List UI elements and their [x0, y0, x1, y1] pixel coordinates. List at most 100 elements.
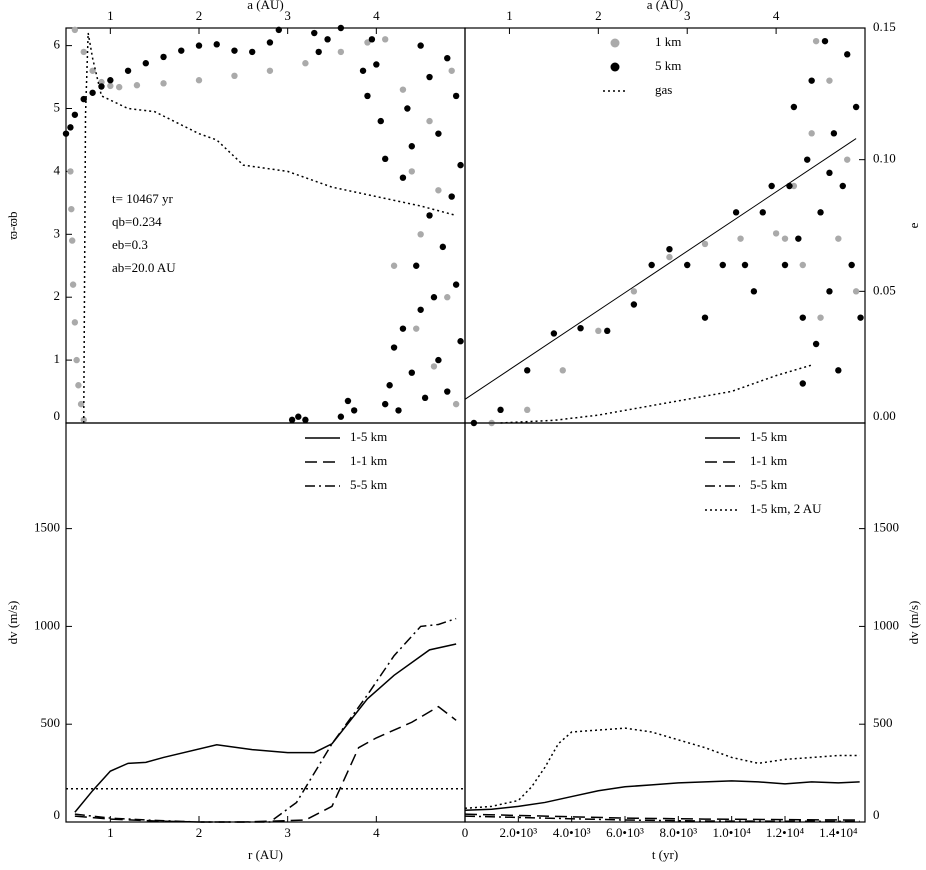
- x-tick-label: 2: [196, 8, 203, 23]
- point: [452, 281, 460, 288]
- point: [337, 24, 345, 32]
- x-tick-label: 1.4•10⁴: [819, 825, 858, 840]
- legend-label: 5 km: [655, 58, 681, 73]
- x-tick-label: 2.0•10³: [499, 825, 537, 840]
- point: [830, 130, 838, 137]
- series-line: [464, 780, 860, 812]
- y-tick-label: 0.00: [873, 408, 896, 423]
- point: [772, 230, 780, 237]
- point: [844, 156, 851, 163]
- point: [666, 246, 673, 253]
- point: [444, 294, 451, 301]
- point: [524, 367, 531, 374]
- plot-frame: [65, 422, 466, 823]
- point: [732, 209, 740, 216]
- point: [315, 48, 322, 56]
- point: [430, 363, 438, 370]
- x-tick-label: 4.0•10³: [553, 825, 591, 840]
- point: [435, 356, 442, 364]
- point: [426, 212, 433, 219]
- point: [413, 325, 420, 332]
- legend-label: 1 km: [655, 34, 681, 49]
- legend-label: 1-5 km: [750, 429, 787, 444]
- point: [75, 382, 82, 389]
- point: [382, 155, 389, 163]
- series-line: [464, 813, 860, 821]
- point: [737, 235, 744, 242]
- point: [630, 301, 638, 308]
- point: [395, 407, 402, 414]
- point: [790, 182, 798, 190]
- legend-label: 5-5 km: [750, 477, 787, 492]
- point: [804, 156, 811, 163]
- point: [178, 47, 185, 54]
- x-tick-label: 4: [373, 8, 380, 23]
- point: [116, 83, 123, 91]
- point: [799, 261, 806, 269]
- point: [826, 169, 833, 177]
- point: [124, 67, 132, 74]
- point: [444, 54, 451, 62]
- y-tick-label: 0: [873, 807, 880, 822]
- point: [295, 413, 302, 420]
- point: [524, 406, 531, 414]
- x-tick-label: 0: [462, 825, 469, 840]
- point: [812, 340, 820, 348]
- legend-marker: [610, 62, 620, 72]
- point: [604, 327, 611, 335]
- point: [701, 240, 709, 248]
- point: [839, 182, 846, 190]
- point: [249, 48, 256, 56]
- point: [781, 261, 789, 269]
- point: [382, 400, 389, 408]
- point: [430, 294, 438, 301]
- point: [399, 325, 407, 332]
- x-tick-label: 3: [284, 8, 291, 23]
- series-line: [74, 643, 457, 813]
- point: [364, 39, 371, 46]
- annotation: qb=0.234: [112, 214, 162, 229]
- point: [67, 124, 74, 131]
- point: [80, 416, 87, 424]
- point: [195, 77, 203, 84]
- point: [595, 327, 602, 335]
- legend-label: 1-1 km: [750, 453, 787, 468]
- point: [719, 261, 726, 269]
- point: [439, 243, 447, 251]
- point: [324, 36, 331, 43]
- point: [359, 67, 367, 74]
- point: [386, 382, 393, 389]
- point: [302, 60, 309, 67]
- point: [448, 67, 455, 74]
- point: [404, 105, 411, 112]
- point: [457, 338, 464, 345]
- point: [417, 42, 424, 49]
- point: [311, 29, 318, 37]
- point: [835, 235, 842, 242]
- point: [368, 36, 376, 43]
- point: [684, 261, 691, 269]
- point: [799, 380, 806, 387]
- point: [107, 82, 114, 90]
- x-axis-label: r (AU): [248, 847, 283, 862]
- x-tick-label: 1: [107, 8, 114, 23]
- y-tick-label: 1: [54, 351, 61, 366]
- point: [795, 235, 802, 242]
- y-tick-label: 500: [41, 715, 61, 730]
- point: [142, 60, 149, 67]
- series-line: [82, 32, 457, 424]
- y-tick-label: 0.15: [873, 19, 896, 34]
- point: [848, 261, 855, 269]
- point: [62, 130, 70, 137]
- point: [826, 77, 833, 84]
- x-tick-label: 1.2•10⁴: [766, 825, 805, 840]
- point: [408, 168, 415, 175]
- point: [68, 205, 75, 213]
- series-line: [464, 138, 857, 400]
- y-axis-label: dv (m/s): [5, 601, 20, 645]
- point: [390, 344, 398, 351]
- annotation: eb=0.3: [112, 237, 148, 252]
- point: [577, 325, 584, 332]
- point: [808, 130, 815, 137]
